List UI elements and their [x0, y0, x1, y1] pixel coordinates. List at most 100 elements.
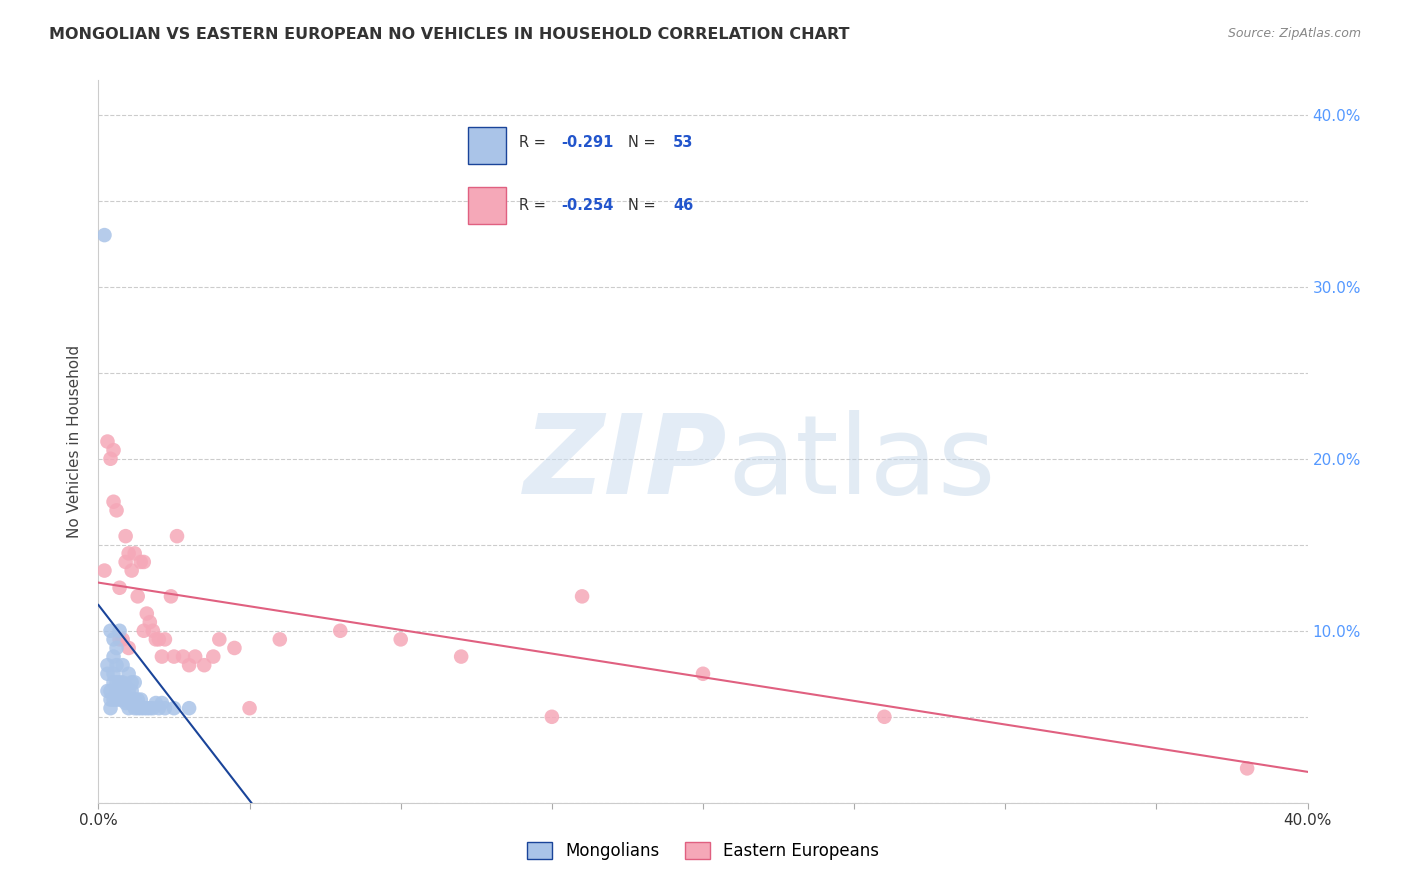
Point [208, 632, 231, 647]
Point [571, 590, 593, 604]
Point [127, 590, 149, 604]
Point [96, 666, 118, 681]
Point [142, 701, 165, 715]
Point [121, 684, 143, 698]
Point [145, 696, 167, 710]
Point [193, 658, 215, 673]
Text: Source: ZipAtlas.com: Source: ZipAtlas.com [1227, 27, 1361, 40]
Point [96, 658, 118, 673]
Point [269, 632, 291, 647]
Point [103, 649, 125, 664]
Point [103, 494, 125, 508]
Point [108, 632, 131, 647]
Point [127, 692, 149, 706]
Point [389, 632, 412, 647]
Point [103, 675, 125, 690]
Point [111, 675, 134, 690]
Point [145, 632, 167, 647]
Point [108, 692, 131, 706]
Point [202, 649, 225, 664]
Point [153, 632, 176, 647]
Point [124, 692, 146, 706]
Point [129, 701, 152, 715]
Point [121, 675, 143, 690]
Point [105, 503, 128, 517]
Point [108, 581, 131, 595]
Point [873, 710, 896, 724]
Point [163, 649, 186, 664]
Point [135, 607, 157, 621]
Point [118, 692, 141, 706]
Point [118, 640, 141, 655]
Point [172, 649, 194, 664]
Point [150, 696, 173, 710]
Point [118, 701, 141, 715]
Point [139, 701, 162, 715]
Point [100, 451, 122, 466]
Point [100, 692, 122, 706]
Point [103, 443, 125, 458]
Point [111, 684, 134, 698]
Text: ZIP: ZIP [523, 409, 727, 516]
Legend: Mongolians, Eastern Europeans: Mongolians, Eastern Europeans [520, 835, 886, 867]
Point [118, 684, 141, 698]
Point [100, 684, 122, 698]
Point [96, 684, 118, 698]
Point [132, 701, 155, 715]
Point [179, 701, 201, 715]
Point [114, 689, 136, 703]
Point [118, 546, 141, 560]
Point [105, 640, 128, 655]
Point [124, 675, 146, 690]
Point [124, 546, 146, 560]
Point [148, 701, 170, 715]
Point [96, 434, 118, 449]
Point [121, 696, 143, 710]
Point [132, 624, 155, 638]
Point [224, 640, 246, 655]
Point [114, 696, 136, 710]
Point [153, 701, 176, 715]
Point [100, 624, 122, 638]
Point [111, 632, 134, 647]
Point [148, 632, 170, 647]
Point [114, 555, 136, 569]
Text: MONGOLIAN VS EASTERN EUROPEAN NO VEHICLES IN HOUSEHOLD CORRELATION CHART: MONGOLIAN VS EASTERN EUROPEAN NO VEHICLE… [49, 27, 849, 42]
Point [108, 624, 131, 638]
Point [108, 684, 131, 698]
Point [160, 590, 183, 604]
Point [114, 679, 136, 693]
Point [100, 701, 122, 715]
Point [108, 675, 131, 690]
Point [111, 692, 134, 706]
Point [103, 666, 125, 681]
Point [329, 624, 352, 638]
Point [132, 555, 155, 569]
Point [105, 692, 128, 706]
Point [540, 710, 562, 724]
Point [150, 649, 173, 664]
Point [105, 684, 128, 698]
Point [121, 564, 143, 578]
Point [692, 666, 714, 681]
Y-axis label: No Vehicles in Household: No Vehicles in Household [67, 345, 83, 538]
Point [166, 529, 188, 543]
Point [179, 658, 201, 673]
Point [129, 555, 152, 569]
Point [1236, 761, 1258, 775]
Point [163, 701, 186, 715]
Point [129, 692, 152, 706]
Point [93, 564, 115, 578]
Point [184, 649, 207, 664]
Point [239, 701, 262, 715]
Point [114, 529, 136, 543]
Point [105, 675, 128, 690]
Point [93, 228, 115, 243]
Point [142, 624, 165, 638]
Point [135, 701, 157, 715]
Point [139, 615, 162, 630]
Text: atlas: atlas [727, 409, 995, 516]
Point [111, 658, 134, 673]
Point [118, 666, 141, 681]
Point [103, 692, 125, 706]
